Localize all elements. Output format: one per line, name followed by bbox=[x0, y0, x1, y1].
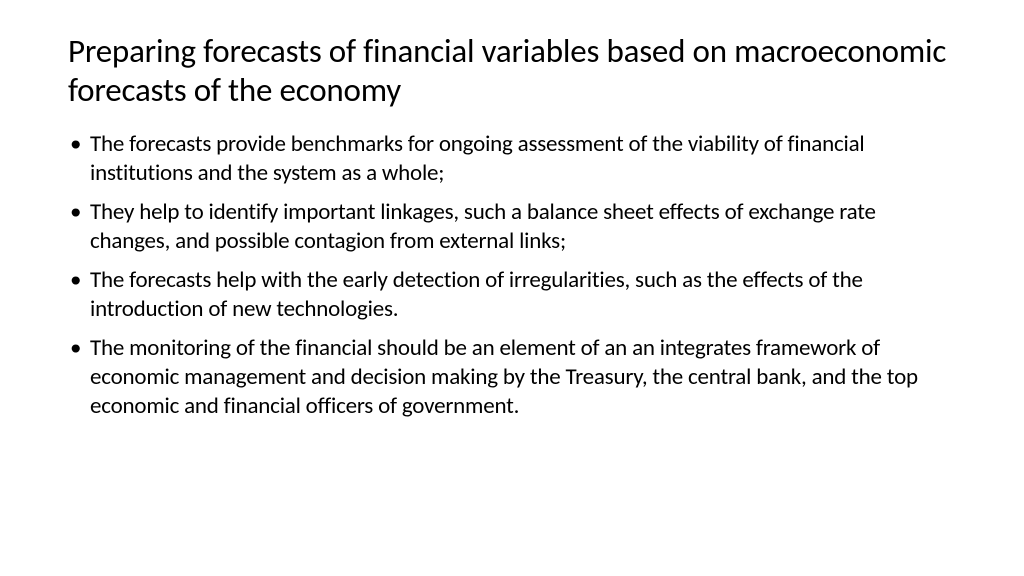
bullet-list: The forecasts provide benchmarks for ong… bbox=[68, 130, 956, 421]
bullet-item: They help to identify important linkages… bbox=[68, 198, 956, 256]
slide-title: Preparing forecasts of financial variabl… bbox=[68, 32, 956, 110]
bullet-item: The monitoring of the financial should b… bbox=[68, 334, 956, 421]
bullet-item: The forecasts help with the early detect… bbox=[68, 266, 956, 324]
bullet-item: The forecasts provide benchmarks for ong… bbox=[68, 130, 956, 188]
